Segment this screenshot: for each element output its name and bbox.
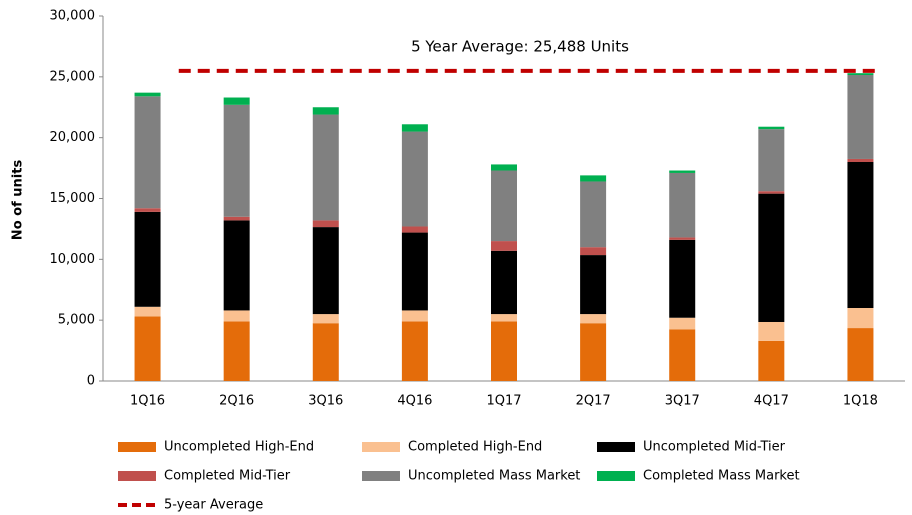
bar-segment	[312, 220, 339, 228]
bar-segment	[491, 170, 517, 242]
x-tick-label: 3Q16	[308, 394, 343, 409]
bar-segment	[134, 211, 161, 307]
bar-segment	[758, 340, 785, 381]
bar-segment	[758, 191, 785, 194]
bar-segment	[401, 321, 428, 381]
bar-segment	[223, 97, 250, 105]
annotation: 5 Year Average: 25,488 Units	[411, 38, 629, 56]
y-tick-label: 15,000	[50, 191, 96, 206]
x-tick-label: 2Q16	[219, 394, 254, 409]
legend-swatch	[362, 471, 400, 481]
y-tick-label: 30,000	[50, 9, 96, 24]
legend-label: Uncompleted High-End	[164, 440, 314, 455]
bar-segment	[491, 241, 517, 251]
bar-segment	[580, 247, 607, 256]
bar-segment	[491, 164, 517, 171]
y-tick-label: 25,000	[50, 69, 96, 84]
bar-segment	[847, 162, 874, 308]
bar-segment	[223, 310, 250, 322]
bar-segment	[134, 96, 161, 209]
x-tick-label: 2Q17	[576, 394, 611, 409]
y-tick-label: 10,000	[50, 252, 96, 267]
bar-segment	[401, 124, 428, 132]
y-axis-label: No of units	[11, 160, 26, 241]
legend-swatch	[118, 442, 156, 452]
bar-segment	[401, 226, 428, 233]
bar-segment	[758, 193, 785, 322]
bar-segment	[491, 314, 517, 322]
bar-segment	[669, 329, 696, 381]
bar-segment	[669, 317, 696, 330]
x-tick-label: 1Q17	[486, 394, 521, 409]
bar-segment	[223, 321, 250, 381]
bar-segment	[669, 237, 696, 240]
bar-segment	[312, 107, 339, 115]
bar-segment	[669, 170, 696, 173]
bar-segment	[134, 316, 161, 381]
bar-segment	[580, 181, 607, 248]
legend-swatch	[362, 442, 400, 452]
bar-segment	[580, 323, 607, 381]
legend-swatch	[597, 442, 635, 452]
bar-segment	[847, 158, 874, 162]
x-tick-label: 4Q16	[397, 394, 432, 409]
bar-segment	[401, 310, 428, 322]
bar-segment	[312, 227, 339, 315]
legend-swatch	[118, 471, 156, 481]
bar-segment	[758, 129, 785, 192]
bar-segment	[847, 75, 874, 159]
bar-segment	[580, 255, 607, 315]
bar-segment	[758, 126, 785, 130]
bar-segment	[401, 232, 428, 311]
bar-segment	[312, 314, 339, 324]
bar-segment	[758, 321, 785, 341]
bar-segment	[491, 250, 517, 315]
bar-segment	[669, 172, 696, 238]
bar-segment	[134, 92, 161, 97]
legend-swatch	[597, 471, 635, 481]
bar-segment	[491, 321, 517, 381]
bar-segment	[223, 220, 250, 311]
x-tick-label: 3Q17	[665, 394, 700, 409]
y-tick-label: 20,000	[50, 130, 96, 145]
legend-label: Completed High-End	[408, 440, 542, 455]
bar-segment	[134, 208, 161, 212]
bar-segment	[223, 104, 250, 217]
y-tick-label: 0	[87, 374, 95, 389]
bar-segment	[847, 73, 874, 76]
bar-segment	[580, 175, 607, 182]
x-tick-label: 1Q16	[130, 394, 165, 409]
x-tick-label: 4Q17	[754, 394, 789, 409]
legend-label: Uncompleted Mid-Tier	[643, 440, 786, 455]
bar-segment	[401, 131, 428, 227]
legend-label: Uncompleted Mass Market	[408, 469, 580, 484]
x-tick-label: 1Q18	[843, 394, 878, 409]
legend-label: Completed Mid-Tier	[164, 469, 291, 484]
legend-label: Completed Mass Market	[643, 469, 800, 484]
legend-label: 5-year Average	[164, 498, 263, 513]
y-tick-label: 5,000	[58, 313, 95, 328]
bar-segment	[134, 306, 161, 317]
bar-segment	[580, 314, 607, 324]
bar-segment	[312, 323, 339, 381]
bar-segment	[847, 328, 874, 381]
bar-segment	[847, 308, 874, 329]
bar-segment	[223, 216, 250, 221]
bar-segment	[669, 239, 696, 318]
bar-segment	[312, 114, 339, 221]
